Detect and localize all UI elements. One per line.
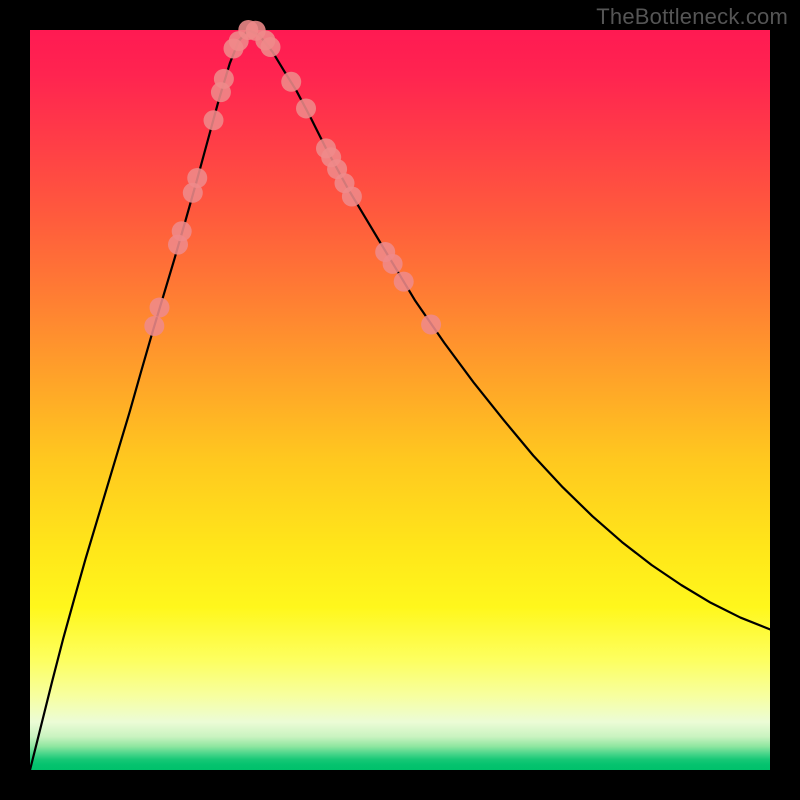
curve-marker bbox=[172, 221, 192, 241]
curve-marker bbox=[394, 272, 414, 292]
curve-marker bbox=[204, 110, 224, 130]
curve-marker bbox=[383, 254, 403, 274]
curve-marker bbox=[187, 168, 207, 188]
chart-frame: TheBottleneck.com bbox=[0, 0, 800, 800]
curve-marker bbox=[296, 98, 316, 118]
curve-marker bbox=[421, 315, 441, 335]
curve-marker bbox=[261, 37, 281, 57]
curve-marker bbox=[144, 316, 164, 336]
watermark-text: TheBottleneck.com bbox=[596, 4, 788, 30]
chart-plot-area bbox=[30, 30, 770, 770]
curve-marker bbox=[214, 69, 234, 89]
curve-marker bbox=[281, 72, 301, 92]
bottleneck-curve-chart bbox=[0, 0, 800, 800]
curve-marker bbox=[150, 298, 170, 318]
curve-marker bbox=[342, 187, 362, 207]
